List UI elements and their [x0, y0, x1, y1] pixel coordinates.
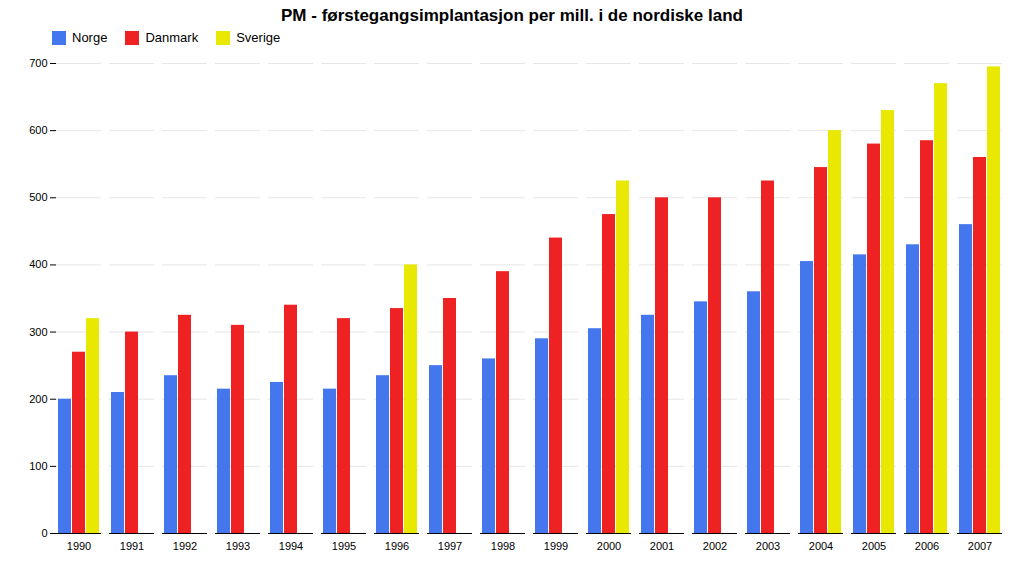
svg-text:2003: 2003 [756, 540, 780, 552]
html-text:Norge: Norge [72, 30, 108, 45]
html-text:Sverige: Sverige [236, 30, 281, 45]
svg-text:2004: 2004 [809, 540, 833, 552]
svg-text:2002: 2002 [703, 540, 727, 552]
svg-text:1991: 1991 [120, 540, 144, 552]
svg-text:1990: 1990 [67, 540, 91, 552]
svg-text:2000: 2000 [597, 540, 621, 552]
svg-text:1995: 1995 [332, 540, 356, 552]
svg-text:500: 500 [29, 191, 47, 203]
svg-text:1994: 1994 [279, 540, 303, 552]
svg-text:1997: 1997 [438, 540, 462, 552]
svg-text:300: 300 [29, 326, 47, 338]
svg-text:2001: 2001 [650, 540, 674, 552]
svg-text:1999: 1999 [544, 540, 568, 552]
svg-text:700: 700 [29, 57, 47, 69]
html-text:PM - førstegangsimplantasjon p: PM - førstegangsimplantasjon per mill. i… [281, 6, 743, 25]
svg-text:2007: 2007 [968, 540, 992, 552]
svg-text:1993: 1993 [226, 540, 250, 552]
svg-text:200: 200 [29, 393, 47, 405]
svg-text:400: 400 [29, 258, 47, 270]
html-text:Danmark: Danmark [145, 30, 199, 45]
svg-text:600: 600 [29, 124, 47, 136]
svg-text:2005: 2005 [862, 540, 886, 552]
svg-text:1992: 1992 [173, 540, 197, 552]
svg-text:100: 100 [29, 460, 47, 472]
svg-text:2006: 2006 [915, 540, 939, 552]
svg-text:0: 0 [41, 527, 47, 539]
svg-text:1996: 1996 [385, 540, 409, 552]
svg-text:1998: 1998 [491, 540, 515, 552]
